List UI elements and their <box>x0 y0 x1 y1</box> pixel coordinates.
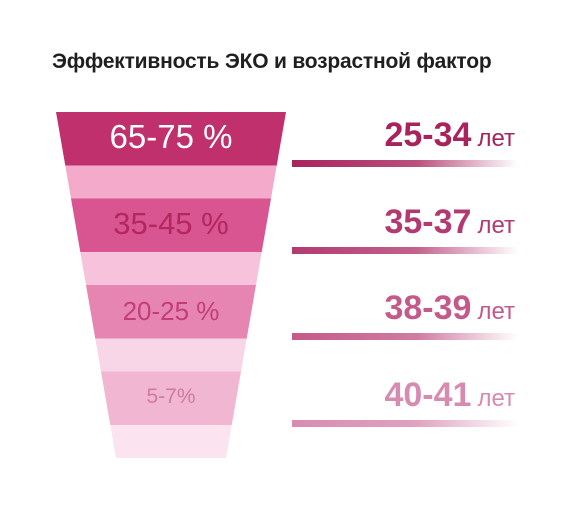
funnel-separator-4 <box>110 425 232 458</box>
funnel-band-4 <box>101 371 241 426</box>
funnel-separator-1 <box>65 165 277 199</box>
age-underline <box>292 419 518 427</box>
age-underline <box>292 246 518 254</box>
age-underline <box>292 333 518 340</box>
age-range: 25-34 <box>384 116 472 154</box>
age-unit: лет <box>477 125 515 152</box>
chart-title: Эффективность ЭКО и возрастной фактор <box>52 50 492 73</box>
age-unit: лет <box>477 211 515 239</box>
age-range: 38-39 <box>384 289 472 327</box>
efficiency-label: 5-7% <box>146 385 196 409</box>
age-label: 40-41 лет <box>384 376 515 415</box>
efficiency-label: 20-25 % <box>122 295 220 326</box>
funnel-separator-2 <box>80 252 262 285</box>
efficiency-label: 65-75 % <box>109 118 233 156</box>
funnel-separator-3 <box>95 338 247 372</box>
age-label: 25-34 лет <box>384 116 515 155</box>
funnel-band-3 <box>86 285 256 339</box>
funnel-band-2 <box>71 198 271 253</box>
age-unit: лет <box>477 384 515 412</box>
funnel-band-1 <box>56 112 286 166</box>
age-range: 35-37 <box>384 202 472 241</box>
age-unit: лет <box>477 298 515 325</box>
age-label: 38-39 лет <box>384 289 515 328</box>
efficiency-label: 35-45 % <box>113 206 229 242</box>
age-range: 40-41 <box>384 375 472 414</box>
age-underline <box>292 160 518 167</box>
age-label: 35-37 лет <box>384 203 515 242</box>
